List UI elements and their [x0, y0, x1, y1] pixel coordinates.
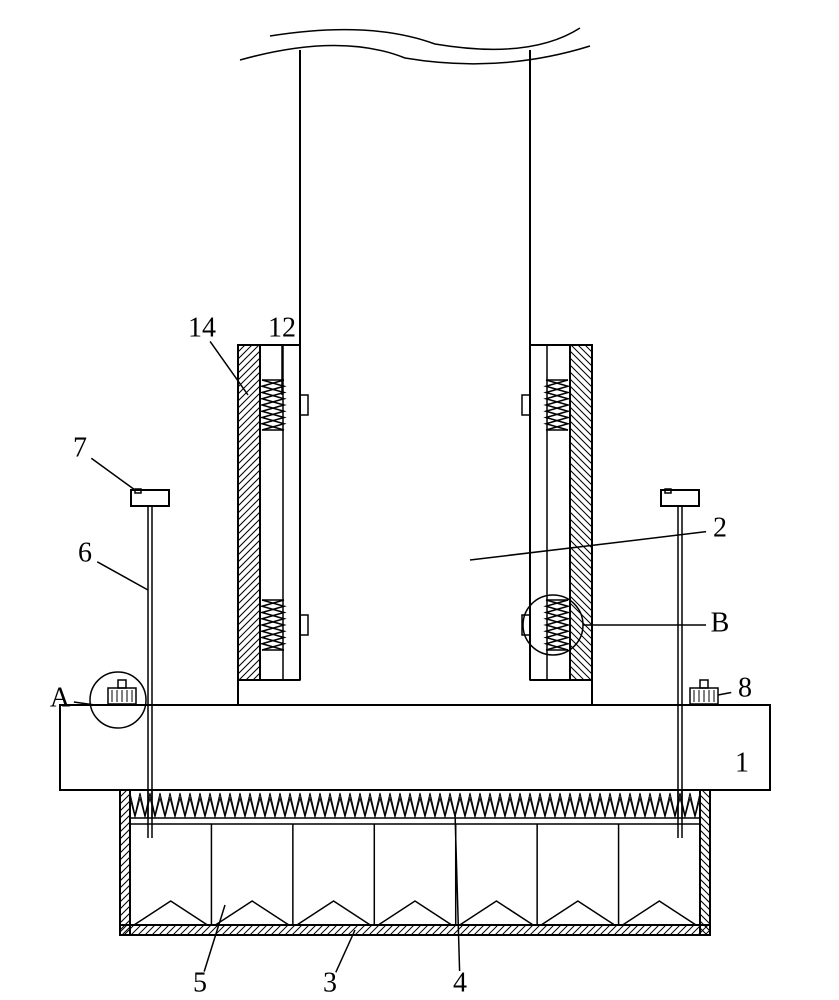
label-12: 12	[268, 312, 296, 343]
label-8: 8	[738, 672, 752, 703]
label-3: 3	[323, 967, 337, 998]
label-1: 1	[735, 747, 749, 778]
label-14: 14	[188, 312, 216, 343]
label-7: 7	[73, 432, 87, 463]
label-6: 6	[78, 537, 92, 568]
label-A: A	[50, 682, 71, 713]
label-4: 4	[453, 967, 467, 998]
label-5: 5	[193, 967, 207, 998]
label-2: 2	[713, 512, 727, 543]
label-B: B	[711, 607, 730, 638]
